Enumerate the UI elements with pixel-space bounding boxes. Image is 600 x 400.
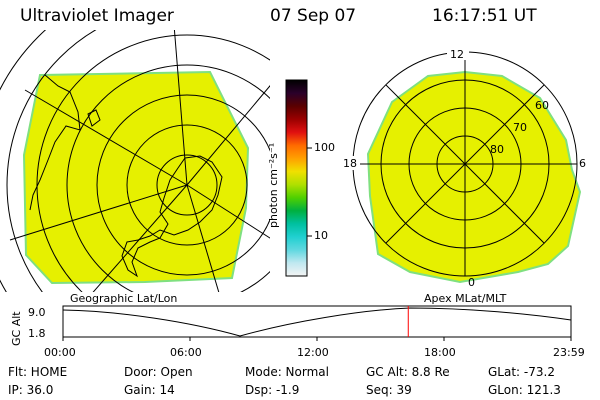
orbit-xtick-4: 23:59	[553, 346, 585, 359]
status-gc-alt: GC Alt: 8.8 Re	[366, 365, 450, 379]
status-dsp: Dsp: -1.9	[245, 383, 300, 397]
mlat-mlt-plot: 12 0 18 6 60 70 80	[340, 46, 586, 289]
mlt-6-label: 6	[579, 157, 586, 170]
mlt-18-label: 18	[343, 157, 357, 170]
orbit-xtick-3: 18:00	[424, 346, 456, 359]
geographic-map	[0, 30, 270, 292]
coastline-continent	[29, 74, 81, 211]
status-flight: Flt: HOME	[8, 365, 68, 379]
status-gain: Gain: 14	[124, 383, 175, 397]
status-glat: GLat: -73.2	[488, 365, 555, 379]
status-mode: Mode: Normal	[245, 365, 329, 379]
orbit-xtick-2: 12:00	[297, 346, 329, 359]
orbit-ytick-top: 9.0	[28, 306, 46, 319]
time-label: 16:17:51 UT	[432, 6, 537, 26]
uv-image-left	[22, 70, 250, 285]
mlat-60-label: 60	[535, 99, 549, 112]
status-seq: Seq: 39	[366, 383, 412, 397]
lon-lines	[9, 30, 270, 292]
mlt-0-label: 0	[468, 276, 475, 289]
instrument-title: Ultraviolet Imager	[20, 6, 174, 26]
apex-map-label: Apex MLat/MLT	[424, 292, 507, 305]
mlat-80-label: 80	[490, 143, 504, 156]
status-door: Door: Open	[124, 365, 193, 379]
geographic-map-label: Geographic Lat/Lon	[70, 292, 178, 305]
mlat-70-label: 70	[513, 121, 527, 134]
colorbar-tick-100: 100	[314, 141, 335, 154]
orbit-altitude-curve	[62, 307, 572, 337]
orbit-altitude-plot: GC Alt 9.0 1.8	[10, 305, 572, 346]
mlt-12-label: 12	[450, 48, 464, 61]
orbit-xtick-0: 00:00	[44, 346, 76, 359]
orbit-xtick-1: 06:00	[170, 346, 202, 359]
status-glon: GLon: 121.3	[488, 383, 561, 397]
lat-circles	[0, 30, 270, 292]
coastline-island	[87, 109, 101, 127]
status-ip: IP: 36.0	[8, 383, 54, 397]
orbit-ylabel: GC Alt	[10, 311, 23, 346]
orbit-frame	[62, 305, 572, 338]
orbit-ytick-bottom: 1.8	[28, 327, 46, 340]
colorbar: photon cm⁻²s⁻¹	[267, 79, 312, 277]
uv-image-right	[366, 70, 582, 284]
coastline-antarctica	[121, 155, 223, 278]
date-label: 07 Sep 07	[270, 6, 357, 26]
colorbar-unit-label: photon cm⁻²s⁻¹	[267, 143, 280, 228]
mlt-lines	[353, 52, 577, 276]
colorbar-tick-10: 10	[314, 229, 328, 242]
